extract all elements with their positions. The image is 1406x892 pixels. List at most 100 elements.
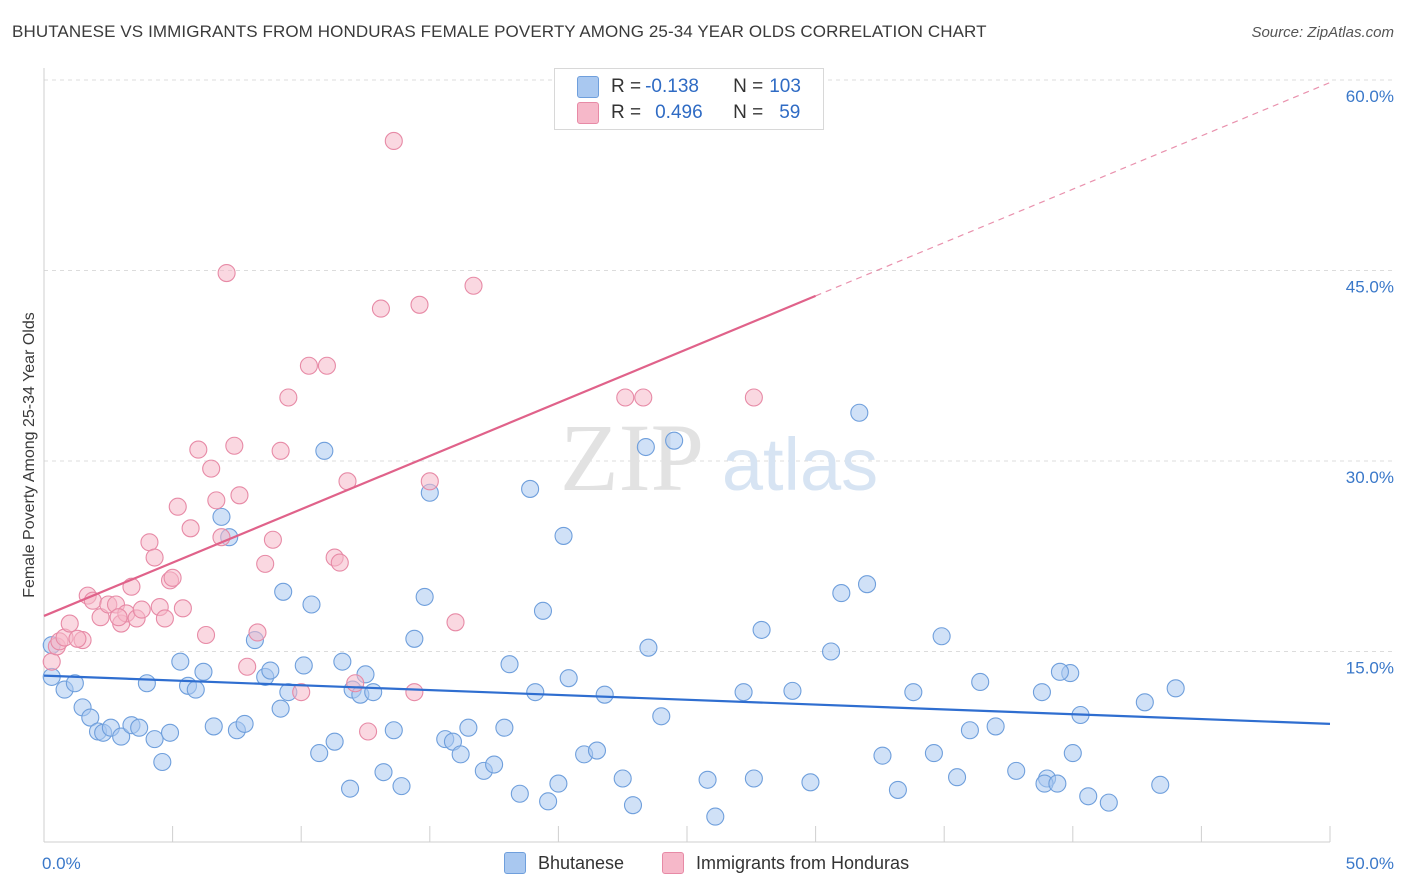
point-bhutanese	[274, 582, 293, 601]
y-tick-label: 15.0%	[1346, 659, 1394, 678]
point-bhutanese	[698, 770, 717, 789]
n-label: N =	[733, 102, 764, 123]
trend-line-honduras-extension	[815, 81, 1331, 297]
point-bhutanese	[559, 669, 578, 688]
point-bhutanese	[294, 656, 313, 675]
point-honduras	[155, 609, 174, 628]
r-label: R =	[611, 102, 642, 123]
point-honduras	[317, 356, 336, 375]
point-bhutanese	[510, 784, 529, 803]
point-bhutanese	[160, 723, 180, 742]
point-honduras	[371, 299, 390, 318]
point-honduras	[346, 674, 365, 693]
point-bhutanese	[341, 779, 360, 798]
point-bhutanese	[364, 683, 383, 702]
point-bhutanese	[613, 769, 632, 788]
point-bhutanese	[384, 721, 403, 740]
x-tick-label: 50.0%	[1346, 854, 1394, 873]
point-honduras	[271, 441, 290, 460]
legend-item-bhutanese: Bhutanese	[504, 852, 624, 874]
point-bhutanese	[752, 620, 771, 639]
point-honduras	[217, 263, 236, 283]
point-bhutanese	[888, 780, 907, 799]
point-bhutanese	[485, 755, 504, 774]
point-honduras	[405, 683, 424, 702]
grid-lines	[44, 79, 1394, 652]
point-bhutanese	[81, 708, 100, 727]
legend-row-bhutanese: R = -0.138 N = 103	[577, 75, 801, 99]
correlation-legend: R = -0.138 N = 103 R = 0.496 N = 59	[554, 68, 824, 130]
point-bhutanese	[971, 672, 990, 692]
point-bhutanese	[212, 507, 231, 526]
point-honduras	[109, 608, 128, 627]
r-label: R =	[611, 76, 642, 97]
watermark-atlas: atlas	[722, 423, 878, 506]
y-tick-label: 30.0%	[1346, 468, 1394, 487]
point-honduras	[248, 623, 267, 642]
point-bhutanese	[1063, 744, 1082, 763]
point-honduras	[292, 683, 311, 702]
point-bhutanese	[873, 746, 892, 765]
point-bhutanese	[186, 680, 205, 699]
point-bhutanese	[194, 662, 213, 681]
point-bhutanese	[374, 763, 393, 782]
point-bhutanese	[392, 777, 411, 796]
legend-swatch-blue	[504, 852, 526, 874]
trend-lines	[43, 81, 1331, 725]
legend-label: Immigrants from Honduras	[696, 852, 910, 873]
r-value: -0.138	[645, 76, 699, 97]
legend-swatch-blue	[577, 76, 599, 98]
point-bhutanese	[405, 629, 424, 648]
y-tick-label: 60.0%	[1346, 87, 1394, 106]
point-bhutanese	[857, 575, 877, 594]
point-bhutanese	[986, 717, 1005, 736]
point-honduras	[181, 519, 200, 538]
point-bhutanese	[302, 595, 321, 614]
point-bhutanese	[932, 627, 951, 646]
point-bhutanese	[526, 683, 545, 702]
axes	[43, 68, 1331, 843]
watermark-zip: ZIP	[560, 404, 704, 511]
watermark: ZIP atlas	[560, 404, 878, 511]
point-bhutanese	[652, 707, 671, 726]
chart-title: BHUTANESE VS IMMIGRANTS FROM HONDURAS FE…	[12, 22, 987, 41]
point-honduras	[189, 440, 208, 459]
point-bhutanese	[734, 683, 753, 702]
n-label: N =	[733, 76, 764, 97]
point-bhutanese	[500, 655, 519, 674]
point-bhutanese	[549, 774, 568, 793]
point-honduras	[410, 295, 429, 314]
point-bhutanese	[204, 717, 223, 736]
point-honduras	[359, 722, 378, 741]
point-bhutanese	[832, 584, 851, 603]
point-bhutanese	[495, 718, 514, 737]
point-bhutanese	[1151, 775, 1170, 794]
point-honduras	[140, 533, 159, 552]
point-honduras	[238, 657, 257, 676]
point-bhutanese	[153, 752, 172, 772]
point-honduras	[163, 568, 182, 587]
point-honduras	[207, 491, 226, 510]
point-honduras	[173, 599, 192, 618]
point-bhutanese	[1032, 683, 1051, 702]
point-bhutanese	[521, 479, 540, 498]
legend-label: Bhutanese	[538, 852, 625, 873]
point-bhutanese	[924, 744, 943, 763]
point-bhutanese	[1079, 787, 1098, 806]
point-bhutanese	[1166, 679, 1185, 698]
point-honduras	[196, 625, 216, 645]
point-honduras	[384, 131, 403, 151]
series-legend: Bhutanese Immigrants from Honduras	[0, 852, 1406, 876]
trend-line-honduras	[43, 294, 817, 617]
point-bhutanese	[595, 685, 614, 704]
point-bhutanese	[315, 441, 334, 460]
point-honduras	[616, 388, 635, 407]
point-bhutanese	[235, 714, 254, 733]
y-axis-label: Female Poverty Among 25-34 Year Olds	[21, 312, 38, 598]
point-honduras	[145, 548, 164, 567]
point-honduras	[42, 652, 61, 671]
tick-labels: 15.0% 30.0% 45.0% 60.0% 0.0% 50.0%	[42, 87, 1394, 873]
point-bhutanese	[636, 437, 655, 457]
point-bhutanese	[325, 732, 344, 751]
point-bhutanese	[587, 741, 607, 760]
